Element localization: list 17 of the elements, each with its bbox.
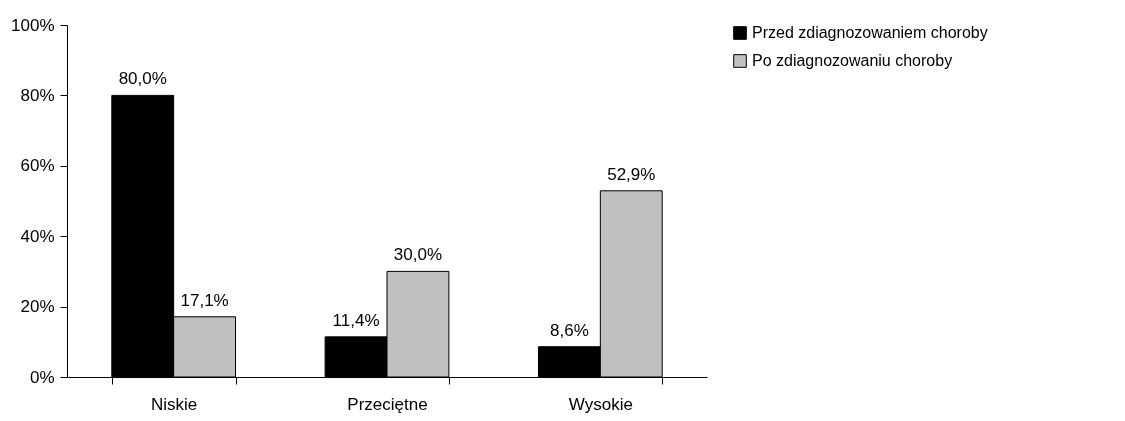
data-label: 80,0% xyxy=(118,69,167,89)
data-label: 8,6% xyxy=(550,320,589,340)
y-tick-label: 100% xyxy=(11,15,55,35)
y-tick-label: 60% xyxy=(20,156,55,176)
data-label: 52,9% xyxy=(607,164,656,184)
data-label: 17,1% xyxy=(180,290,229,310)
x-tick-label: Niskie xyxy=(151,394,198,414)
data-label: 11,4% xyxy=(332,310,380,330)
legend-label: Przed zdiagnozowaniem choroby xyxy=(752,24,988,41)
x-tick-label: Przeciętne xyxy=(347,394,428,414)
legend-label: Po zdiagnozowaniu choroby xyxy=(752,52,953,69)
y-tick-label: 80% xyxy=(20,85,55,105)
y-tick-label: 40% xyxy=(20,226,55,246)
y-tick-label: 0% xyxy=(29,367,55,387)
data-label: 30,0% xyxy=(393,245,443,265)
x-tick-label: Wysokie xyxy=(568,394,633,414)
y-tick-label: 20% xyxy=(20,297,55,317)
